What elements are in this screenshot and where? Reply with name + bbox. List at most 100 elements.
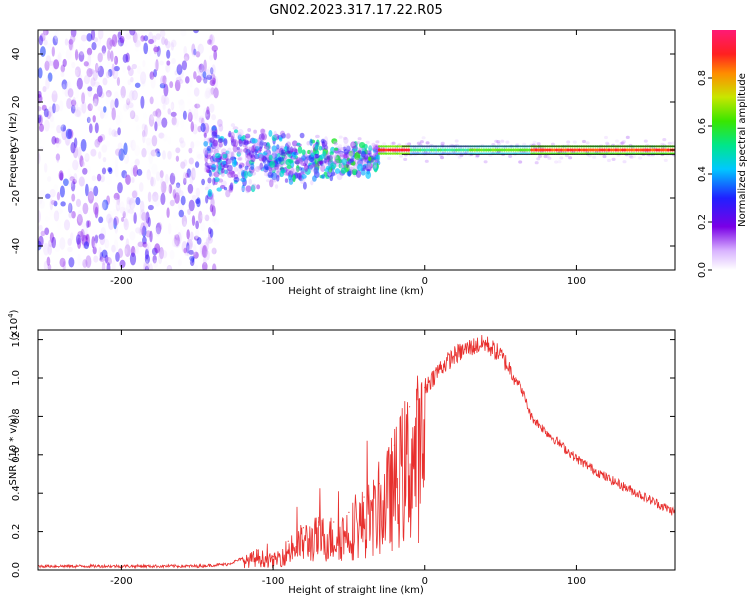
heatmap-cell (38, 114, 43, 126)
heatmap-cell (140, 35, 145, 42)
heatmap-cell (229, 182, 234, 191)
heatmap-cell (77, 253, 81, 266)
heatmap-cell (667, 141, 672, 145)
heatmap-cell (142, 236, 147, 245)
heatmap-cell (165, 40, 171, 49)
heatmap-cell (143, 35, 149, 42)
heatmap-cell (204, 166, 209, 172)
heatmap-cell (569, 148, 572, 152)
heatmap-cell (250, 184, 256, 193)
heatmap-cell (49, 115, 54, 122)
heatmap-cell (218, 123, 224, 132)
heatmap-cell (580, 148, 583, 152)
heatmap-cell (38, 153, 41, 165)
heatmap-cell (191, 194, 197, 201)
heatmap-cell (152, 35, 157, 43)
heatmap-cell (140, 95, 145, 109)
heatmap-cell (38, 199, 45, 209)
heatmap-cell (111, 34, 118, 47)
heatmap-cell (201, 178, 206, 186)
heatmap-cell (167, 150, 172, 160)
heatmap-cell (372, 146, 377, 150)
heatmap-cell (161, 250, 168, 259)
heatmap-cell (74, 66, 81, 78)
heatmap-cell (129, 252, 137, 266)
heatmap-cell (64, 89, 69, 97)
heatmap-cell (202, 198, 206, 204)
heatmap-cell (662, 148, 665, 152)
heatmap-cell (663, 158, 668, 162)
heatmap-cell (464, 148, 468, 152)
heatmap-cell (179, 137, 185, 144)
heatmap-cell (143, 42, 149, 55)
colorbar: 0.0 0.2 0.4 0.6 0.8 Normalized spectral ampl… (697, 30, 748, 278)
heatmap-cell (96, 36, 101, 47)
heatmap-cell (57, 219, 62, 230)
heatmap-cell (384, 152, 388, 155)
heatmap-cell (68, 38, 73, 51)
heatmap-cell (70, 142, 76, 154)
heatmap-cell (149, 71, 155, 80)
heatmap-cell (53, 264, 59, 270)
heatmap-cell (353, 144, 358, 152)
heatmap-cell (371, 154, 375, 158)
heatmap-cell (44, 79, 49, 86)
heatmap-cell (232, 126, 239, 131)
heatmap-cell (166, 181, 170, 194)
heatmap-cell (105, 113, 112, 121)
heatmap-cell (145, 260, 149, 270)
heatmap-cell (519, 148, 522, 152)
heatmap-cell (205, 237, 210, 246)
heatmap-cell (83, 74, 90, 85)
heatmap-cell (356, 141, 361, 145)
heatmap-cell (572, 140, 577, 144)
heatmap-cell (204, 162, 209, 168)
heatmap-cell (214, 140, 219, 147)
heatmap-cell (389, 145, 392, 148)
heatmap-cell (248, 147, 253, 151)
heatmap-cell (161, 94, 166, 105)
heatmap-cell (152, 259, 159, 269)
heatmap-cell (191, 48, 197, 57)
heatmap-cell (164, 173, 169, 185)
heatmap-cell (90, 148, 97, 157)
heatmap-cell (82, 217, 88, 229)
heatmap-cell (536, 157, 541, 161)
heatmap-cell (49, 198, 54, 211)
heatmap-cell (47, 263, 52, 270)
heatmap-cell (528, 148, 531, 152)
heatmap-cell (206, 154, 212, 160)
heatmap-cell (375, 140, 380, 144)
heatmap-cell (357, 137, 362, 141)
heatmap-cell (398, 152, 402, 155)
heatmap-cell (86, 47, 93, 56)
heatmap-cell (93, 84, 97, 93)
y-tick-label: -20 (11, 190, 22, 206)
heatmap-cell (156, 222, 163, 232)
heatmap-cell (189, 171, 194, 185)
heatmap-cell (230, 138, 237, 147)
heatmap-cell (56, 208, 63, 215)
heatmap-cell (119, 259, 126, 269)
colorbar-gradient (712, 30, 736, 270)
x-tick-label: 0 (422, 576, 428, 587)
heatmap-cell (121, 46, 125, 53)
heatmap-cell (48, 209, 53, 217)
heatmap-cell (101, 262, 106, 270)
heatmap-cell (108, 167, 113, 175)
heatmap-cell (274, 164, 279, 170)
heatmap-cell (384, 148, 388, 152)
heatmap-cell (142, 66, 149, 77)
heatmap-cell (145, 172, 152, 183)
heatmap-cell (198, 210, 203, 224)
heatmap-cell (99, 256, 106, 262)
heatmap-cell (85, 255, 92, 268)
heatmap-cell (539, 148, 543, 152)
heatmap-cell (199, 201, 204, 209)
heatmap-cell (202, 79, 209, 86)
y-tick-label: 40 (11, 48, 22, 61)
heatmap-cell (120, 95, 125, 102)
heatmap-cell (192, 264, 199, 270)
heatmap-cell (335, 155, 341, 164)
heatmap-cell (632, 154, 636, 159)
